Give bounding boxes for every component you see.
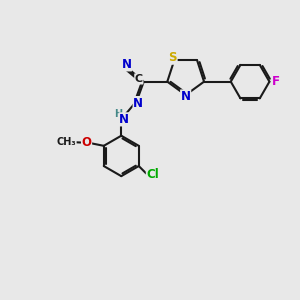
- Text: H: H: [114, 109, 122, 119]
- Text: N: N: [181, 90, 191, 103]
- Text: N: N: [133, 97, 143, 110]
- Text: S: S: [169, 51, 177, 64]
- Text: C: C: [135, 74, 143, 84]
- Text: CH₃: CH₃: [56, 137, 76, 147]
- Text: N: N: [119, 113, 129, 126]
- Text: O: O: [82, 136, 92, 149]
- Text: N: N: [122, 58, 131, 71]
- Text: Cl: Cl: [146, 168, 159, 182]
- Text: F: F: [272, 75, 280, 88]
